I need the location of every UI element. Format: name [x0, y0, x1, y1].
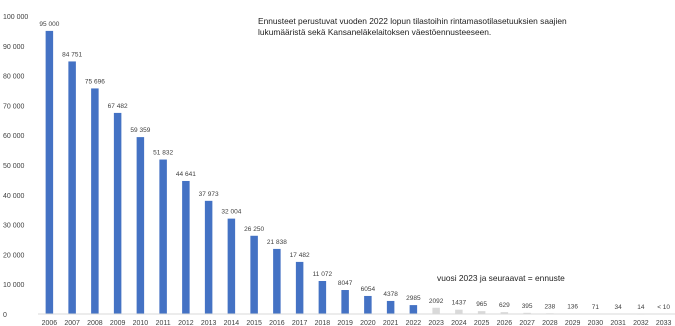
data-label-2021: 4378: [383, 291, 398, 298]
x-tick-label-2015: 2015: [246, 320, 262, 326]
x-tick-label-2027: 2027: [519, 320, 535, 326]
data-label-2026: 629: [499, 302, 510, 309]
y-tick-label: 20 000: [3, 252, 25, 259]
x-tick-label-2030: 2030: [588, 320, 604, 326]
data-label-2015: 26 250: [244, 226, 264, 233]
x-tick-label-2018: 2018: [315, 320, 331, 326]
bar-2027: [523, 312, 531, 314]
x-tick-label-2017: 2017: [292, 320, 308, 326]
bars: [45, 30, 645, 315]
x-tick-label-2014: 2014: [224, 320, 240, 326]
chart-note-line-2: lukumääristä sekä Kansaneläkelaitoksen v…: [258, 27, 492, 37]
chart-note-line-1: Ennusteet perustuvat vuoden 2022 lopun t…: [258, 16, 567, 26]
bar-2023: [432, 307, 440, 314]
x-tick-label-2013: 2013: [201, 320, 217, 326]
bar-2007: [68, 61, 76, 315]
x-tick-label-2016: 2016: [269, 320, 285, 326]
forecast-label: vuosi 2023 ja seuraavat = ennuste: [437, 273, 565, 283]
x-tick-label-2031: 2031: [610, 320, 626, 326]
data-label-2013: 37 973: [199, 191, 219, 198]
data-label-2019: 8047: [338, 280, 353, 287]
data-label-2024: 1437: [452, 300, 467, 307]
x-tick-label-2006: 2006: [42, 320, 58, 326]
y-tick-label: 30 000: [3, 223, 25, 230]
chart-note: Ennusteet perustuvat vuoden 2022 lopun t…: [258, 16, 588, 38]
x-tick-label-2010: 2010: [133, 320, 149, 326]
x-tick-label-2020: 2020: [360, 320, 376, 326]
data-label-2016: 21 838: [267, 239, 287, 246]
data-label-2014: 32 004: [221, 209, 241, 216]
bar-2018: [318, 281, 327, 314]
data-label-2012: 44 641: [176, 171, 196, 178]
y-tick-label: 0: [3, 312, 7, 319]
x-tick-label-2032: 2032: [633, 320, 649, 326]
bar-2012: [182, 180, 190, 314]
bar-2010: [136, 137, 145, 314]
data-label-2032: 14: [637, 304, 645, 311]
data-label-2022: 2985: [406, 295, 421, 302]
data-label-2028: 238: [544, 303, 555, 310]
x-tick-label-2026: 2026: [497, 320, 513, 326]
y-tick-label: 80 000: [3, 74, 25, 81]
bar-2009: [113, 112, 122, 314]
data-label-2011: 51 832: [153, 150, 173, 157]
data-label-2008: 75 696: [85, 78, 105, 85]
data-label-2009: 67 482: [108, 103, 128, 110]
y-tick-label: 100 000: [3, 14, 28, 21]
x-tick-label-2024: 2024: [451, 320, 467, 326]
x-tick-label-2033: 2033: [656, 320, 672, 326]
y-tick-label: 60 000: [3, 133, 25, 140]
y-axis: 0 10 000 20 000 30 000 40 000 50 000 60 000 70 …: [3, 14, 28, 319]
data-label-2027: 395: [522, 303, 533, 310]
data-label-2023: 2092: [429, 298, 444, 305]
data-label-2010: 59 359: [130, 127, 150, 134]
data-label-2017: 17 482: [290, 252, 310, 259]
data-label-2031: 34: [615, 304, 623, 311]
bar-2016: [273, 248, 281, 314]
bar-2008: [91, 88, 99, 314]
bar-2022: [409, 305, 418, 314]
bar-2021: [386, 300, 395, 314]
x-tick-label-2009: 2009: [110, 320, 126, 326]
x-tick-label-2019: 2019: [337, 320, 353, 326]
bar-2013: [204, 200, 213, 314]
y-tick-label: 70 000: [3, 103, 25, 110]
x-tick-label-2023: 2023: [428, 320, 444, 326]
data-label-2018: 11 072: [313, 271, 333, 278]
bar-2019: [341, 290, 349, 314]
data-label-2029: 136: [567, 304, 578, 311]
data-labels: 95 000 84 751 75 696 67 482 59 359 51 832 44 6…: [39, 21, 670, 311]
bar-2015: [250, 235, 258, 314]
x-tick-label-2007: 2007: [64, 320, 80, 326]
data-label-2020: 6054: [361, 286, 376, 293]
bar-2014: [227, 218, 236, 314]
y-tick-label: 50 000: [3, 163, 25, 170]
y-tick-label: 90 000: [3, 44, 25, 51]
bar-2020: [364, 295, 372, 314]
x-tick-label-2028: 2028: [542, 320, 558, 326]
bar-2024: [455, 309, 463, 314]
y-tick-label: 40 000: [3, 193, 25, 200]
data-label-2006: 95 000: [39, 21, 59, 28]
y-tick-label: 10 000: [3, 282, 25, 289]
bar-2017: [295, 261, 304, 314]
x-axis: 2006 2007 2008 2009 2010 2011 2012 2013 2014 2015…: [38, 313, 675, 326]
bar-2006: [45, 30, 54, 315]
bar-2026: [500, 312, 509, 314]
data-label-2030: 71: [592, 304, 600, 311]
bar-2025: [477, 311, 486, 314]
data-label-2007: 84 751: [62, 51, 82, 58]
x-tick-label-2011: 2011: [156, 320, 171, 326]
bar-2011: [159, 159, 167, 314]
data-label-2025: 965: [476, 301, 487, 308]
x-tick-label-2025: 2025: [474, 320, 490, 326]
data-label-2033: < 10: [657, 304, 670, 311]
x-tick-label-2008: 2008: [87, 320, 103, 326]
x-tick-label-2012: 2012: [178, 320, 194, 326]
x-tick-label-2029: 2029: [565, 320, 581, 326]
x-tick-label-2021: 2021: [383, 320, 399, 326]
x-tick-label-2022: 2022: [406, 320, 422, 326]
